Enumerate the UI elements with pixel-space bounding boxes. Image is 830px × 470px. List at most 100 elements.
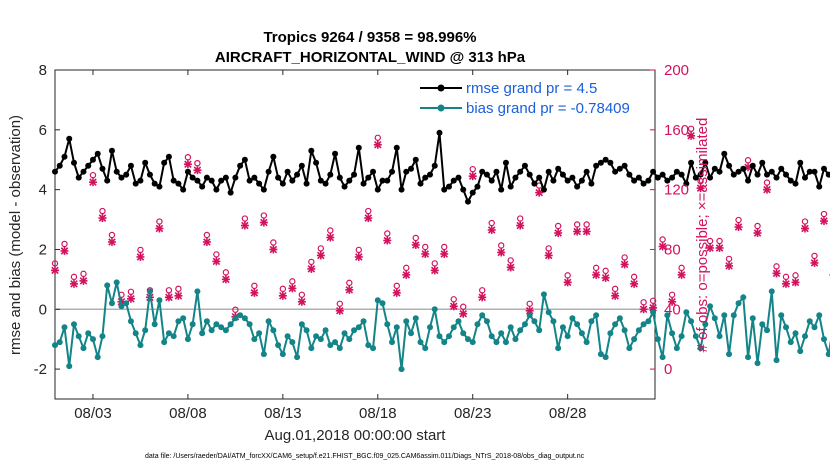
possible-obs-marker xyxy=(573,221,581,228)
possible-obs-marker xyxy=(232,306,239,313)
rmse-point xyxy=(313,159,320,166)
left-y-tick-label: 6 xyxy=(39,122,47,139)
rmse-point xyxy=(578,177,585,184)
rmse-point xyxy=(303,180,310,187)
assimilated-obs-marker xyxy=(212,257,221,266)
possible-obs-marker xyxy=(213,251,220,258)
rmse-point xyxy=(127,162,134,169)
bias-point xyxy=(199,330,206,337)
possible-obs-marker xyxy=(241,215,249,222)
assimilated-obs-marker xyxy=(69,279,78,288)
rmse-point xyxy=(161,159,168,166)
assimilated-obs-marker xyxy=(51,266,59,275)
assimilated-obs-marker xyxy=(753,229,762,238)
rmse-point xyxy=(716,168,723,175)
bias-point xyxy=(279,351,286,358)
rmse-point xyxy=(374,186,381,193)
assimilated-obs-marker xyxy=(88,178,97,187)
possible-obs-marker xyxy=(735,216,742,224)
bias-point xyxy=(474,321,481,328)
rmse-point xyxy=(80,168,87,175)
bias-point xyxy=(393,324,400,331)
bias-point xyxy=(607,330,614,337)
bias-point xyxy=(298,321,305,328)
footnote: data file: /Users/raeder/DAI/ATM_forcXX/… xyxy=(145,453,585,460)
x-axis-ticks: 08/03 08/08 08/13 08/18 08/23 08/28 xyxy=(74,70,586,422)
legend-bias-label: bias grand pr = -0.78409 xyxy=(466,100,630,117)
bias-point xyxy=(669,330,676,337)
rmse-point xyxy=(336,174,343,181)
rmse-point xyxy=(498,186,505,193)
bias-point xyxy=(113,279,120,286)
rmse-point xyxy=(56,162,63,169)
bias-point xyxy=(740,294,747,301)
possible-obs-marker xyxy=(317,245,325,252)
rmse-point xyxy=(365,174,372,181)
assimilated-obs-marker xyxy=(136,252,145,261)
rmse-point xyxy=(412,156,419,163)
rmse-point xyxy=(764,171,771,178)
assimilated-obs-marker xyxy=(60,246,69,255)
bias-point xyxy=(664,312,671,319)
rmse-point xyxy=(275,174,282,181)
rmse-series xyxy=(52,129,830,205)
bias-point xyxy=(156,297,163,304)
assimilated-obs-marker xyxy=(715,243,724,252)
bias-point xyxy=(241,315,248,322)
rmse-point xyxy=(66,135,73,142)
assimilated-obs-marker xyxy=(506,263,515,272)
possible-obs-marker xyxy=(260,212,268,219)
bias-point xyxy=(108,300,115,307)
rmse-point xyxy=(787,177,794,184)
rmse-point xyxy=(479,168,486,175)
bias-point xyxy=(640,321,647,328)
rmse-point xyxy=(540,186,547,193)
assimilated-obs-marker xyxy=(430,266,439,275)
possible-obs-marker xyxy=(327,227,334,234)
left-y-tick-label: 2 xyxy=(39,241,47,258)
rmse-point xyxy=(512,174,519,181)
bias-point xyxy=(621,327,628,334)
bias-point xyxy=(346,336,353,343)
possible-obs-marker xyxy=(507,257,514,264)
bias-point xyxy=(408,330,415,337)
rmse-point xyxy=(241,156,248,163)
rmse-point xyxy=(52,168,58,175)
bias-point xyxy=(441,339,448,346)
rmse-point xyxy=(688,159,695,166)
bias-point xyxy=(654,336,661,343)
assimilated-obs-marker xyxy=(269,245,278,254)
bias-point xyxy=(806,318,813,325)
bias-point xyxy=(512,336,519,343)
rmse-point xyxy=(559,171,566,178)
assimilated-obs-marker xyxy=(202,237,211,246)
bias-point xyxy=(583,339,590,346)
rmse-point xyxy=(113,168,120,175)
rmse-point xyxy=(180,186,187,193)
bias-point xyxy=(161,339,168,346)
assimilated-obs-marker xyxy=(411,240,420,249)
legend-bias-marker xyxy=(437,104,445,112)
right-y-tick-label: 160 xyxy=(664,122,689,139)
bias-point xyxy=(427,324,433,331)
bias-point xyxy=(635,327,642,334)
assimilated-obs-marker xyxy=(288,284,297,293)
assimilated-obs-marker xyxy=(649,303,658,312)
bias-point xyxy=(303,327,310,334)
rmse-point xyxy=(156,183,163,190)
bias-point xyxy=(260,351,267,358)
assimilated-obs-marker xyxy=(335,306,344,315)
bias-point xyxy=(436,333,443,340)
possible-obs-marker xyxy=(365,207,372,215)
assimilated-obs-marker xyxy=(193,166,202,175)
assimilated-obs-marker xyxy=(696,184,705,193)
bias-point xyxy=(70,321,77,328)
rmse-point xyxy=(108,147,115,154)
bias-point xyxy=(479,312,486,319)
assimilated-obs-marker xyxy=(544,251,553,260)
rmse-point xyxy=(797,159,804,166)
possible-obs-marker xyxy=(820,210,828,218)
assimilated-obs-marker xyxy=(497,248,506,257)
possible-obs-marker xyxy=(431,260,438,267)
bias-point xyxy=(816,312,823,319)
